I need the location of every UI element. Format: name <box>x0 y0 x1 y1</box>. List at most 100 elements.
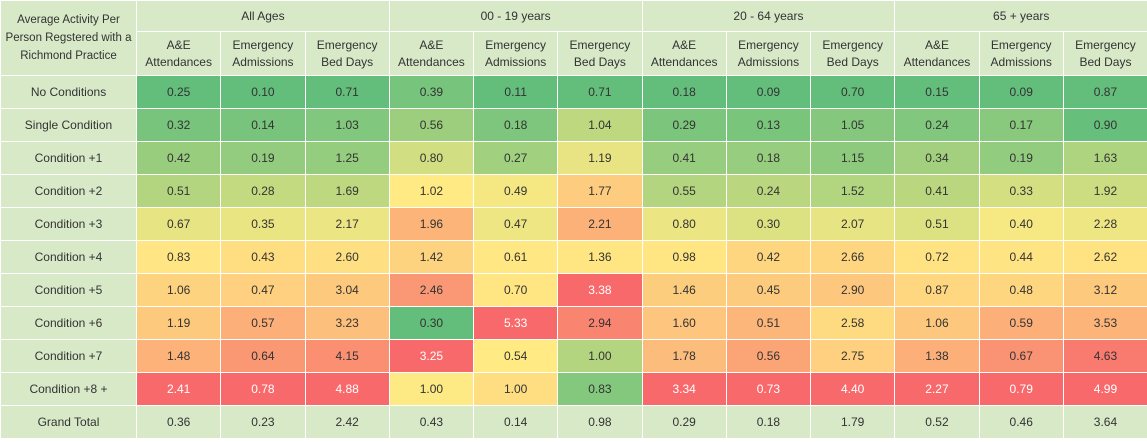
metric-header: Emergency Admissions <box>220 31 306 76</box>
group-header-65-plus: 65 + years <box>894 0 1147 32</box>
heatmap-cell: 1.15 <box>810 141 896 175</box>
heatmap-cell: 0.70 <box>810 75 896 109</box>
heatmap-cell: 1.52 <box>810 174 896 208</box>
heatmap-cell: 1.06 <box>894 306 980 340</box>
heatmap-cell: 2.28 <box>1062 207 1147 241</box>
grand-total-cell: 0.52 <box>894 405 980 439</box>
heatmap-cell: 0.44 <box>978 240 1064 274</box>
table-row: No Conditions 0.25 0.10 0.71 0.39 0.11 0.71 0.1… <box>0 75 1147 109</box>
heatmap-cell: 0.70 <box>473 273 559 307</box>
heatmap-cell: 0.41 <box>641 141 727 175</box>
heatmap-cell: 0.54 <box>473 339 559 373</box>
heatmap-cell: 0.43 <box>220 240 306 274</box>
heatmap-cell: 3.04 <box>304 273 390 307</box>
heatmap-cell: 0.19 <box>220 141 306 175</box>
table-row: Condition +4 0.83 0.43 2.60 1.42 0.61 1.36 0.98… <box>0 240 1147 274</box>
heatmap-cell: 2.27 <box>894 372 980 406</box>
grand-total-cell: 0.46 <box>978 405 1064 439</box>
heatmap-cell: 0.72 <box>894 240 980 274</box>
heatmap-cell: 0.73 <box>725 372 812 406</box>
heatmap-cell: 1.42 <box>388 240 475 274</box>
heatmap-cell: 2.17 <box>304 207 390 241</box>
heatmap-cell: 0.47 <box>220 273 306 307</box>
heatmap-cell: 1.92 <box>1062 174 1147 208</box>
heatmap-cell: 0.10 <box>220 75 306 109</box>
heatmap-cell: 3.12 <box>1062 273 1147 307</box>
heatmap-cell: 3.34 <box>641 372 727 406</box>
heatmap-cell: 1.38 <box>894 339 980 373</box>
table-title: Average Activity Per Person Regstered wi… <box>0 0 137 76</box>
heatmap-cell: 0.80 <box>641 207 727 241</box>
grand-total-cell: 3.64 <box>1062 405 1147 439</box>
heatmap-cell: 0.29 <box>641 108 727 142</box>
metric-header: Emergency Bed Days <box>557 31 643 76</box>
grand-total-cell: 0.14 <box>473 405 559 439</box>
heatmap-cell: 2.07 <box>810 207 896 241</box>
row-label: Condition +6 <box>0 306 137 340</box>
grand-total-cell: 0.29 <box>641 405 727 439</box>
table-row: Condition +5 1.06 0.47 3.04 2.46 0.70 3.38 1.46… <box>0 273 1147 307</box>
heatmap-cell: 0.18 <box>725 141 812 175</box>
heatmap-cell: 1.02 <box>388 174 475 208</box>
table-row: Condition +6 1.19 0.57 3.23 0.30 5.33 2.94 1.60… <box>0 306 1147 340</box>
heatmap-cell: 0.80 <box>388 141 475 175</box>
heatmap-cell: 1.48 <box>135 339 222 373</box>
heatmap-cell: 1.63 <box>1062 141 1147 175</box>
heatmap-cell: 1.96 <box>388 207 475 241</box>
heatmap-cell: 1.00 <box>388 372 475 406</box>
heatmap-cell: 0.18 <box>641 75 727 109</box>
heatmap-cell: 0.15 <box>894 75 980 109</box>
heatmap-cell: 0.49 <box>473 174 559 208</box>
grand-total-cell: 0.18 <box>725 405 812 439</box>
heatmap-cell: 1.00 <box>473 372 559 406</box>
heatmap-cell: 0.42 <box>135 141 222 175</box>
heatmap-cell: 1.05 <box>810 108 896 142</box>
metric-header: Emergency Bed Days <box>1062 31 1147 76</box>
heatmap-cell: 0.19 <box>978 141 1064 175</box>
heatmap-cell: 0.24 <box>894 108 980 142</box>
row-label: Condition +8 + <box>0 372 137 406</box>
grand-total-cell: 2.42 <box>304 405 390 439</box>
heatmap-cell: 3.53 <box>1062 306 1147 340</box>
heatmap-cell: 2.75 <box>810 339 896 373</box>
metric-header: A&E Attendances <box>135 31 222 76</box>
heatmap-cell: 0.59 <box>978 306 1064 340</box>
heatmap-cell: 4.88 <box>304 372 390 406</box>
row-label: Condition +7 <box>0 339 137 373</box>
metric-header: A&E Attendances <box>894 31 980 76</box>
row-label: Condition +2 <box>0 174 137 208</box>
table-row: Single Condition 0.32 0.14 1.03 0.56 0.18 1.04… <box>0 108 1147 142</box>
heatmap-cell: 0.41 <box>894 174 980 208</box>
heatmap-cell: 0.30 <box>725 207 812 241</box>
grand-total-cell: 0.43 <box>388 405 475 439</box>
heatmap-cell: 0.51 <box>725 306 812 340</box>
heatmap-cell: 0.57 <box>220 306 306 340</box>
row-label: Condition +3 <box>0 207 137 241</box>
heatmap-cell: 3.25 <box>388 339 475 373</box>
heatmap-cell: 1.03 <box>304 108 390 142</box>
group-header-00-19: 00 - 19 years <box>388 0 643 32</box>
row-label: Condition +5 <box>0 273 137 307</box>
heatmap-cell: 3.38 <box>557 273 643 307</box>
heatmap-cell: 2.66 <box>810 240 896 274</box>
heatmap-cell: 0.42 <box>725 240 812 274</box>
group-header-20-64: 20 - 64 years <box>641 0 896 32</box>
heatmap-cell: 0.55 <box>641 174 727 208</box>
grand-total-label: Grand Total <box>0 405 137 439</box>
heatmap-cell: 0.87 <box>1062 75 1147 109</box>
heatmap-cell: 1.60 <box>641 306 727 340</box>
heatmap-cell: 0.25 <box>135 75 222 109</box>
heatmap-cell: 0.30 <box>388 306 475 340</box>
heatmap-cell: 0.79 <box>978 372 1064 406</box>
row-label: Single Condition <box>0 108 137 142</box>
row-label: Condition +4 <box>0 240 137 274</box>
heatmap-cell: 1.69 <box>304 174 390 208</box>
heatmap-cell: 0.09 <box>725 75 812 109</box>
metric-header: Emergency Admissions <box>473 31 559 76</box>
heatmap-cell: 0.47 <box>473 207 559 241</box>
heatmap-cell: 0.71 <box>304 75 390 109</box>
metric-header: Emergency Admissions <box>725 31 812 76</box>
grand-total-cell: 1.79 <box>810 405 896 439</box>
heatmap-cell: 1.00 <box>557 339 643 373</box>
